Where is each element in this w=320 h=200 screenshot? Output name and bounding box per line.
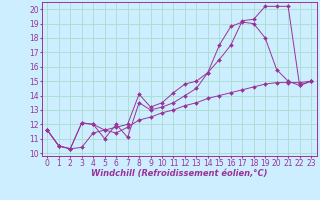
X-axis label: Windchill (Refroidissement éolien,°C): Windchill (Refroidissement éolien,°C): [91, 169, 268, 178]
